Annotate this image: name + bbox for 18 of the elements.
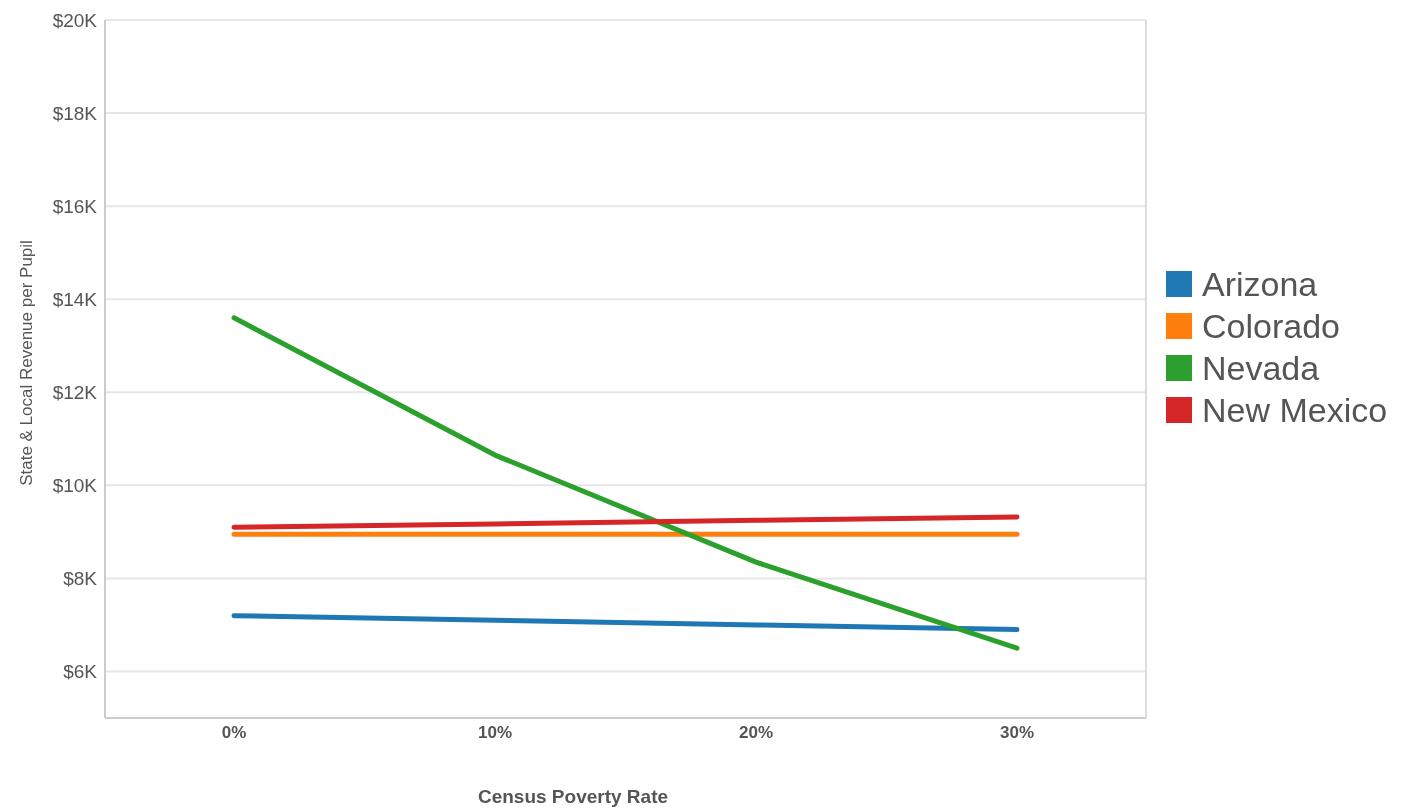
legend-label: New Mexico (1202, 390, 1388, 430)
y-tick-label: $8K (63, 568, 98, 590)
y-axis-title: State & Local Revenue per Pupil (17, 240, 37, 486)
x-tick-label: 0% (221, 723, 247, 743)
x-tick-label: 30% (999, 723, 1035, 743)
y-tick-label: $12K (52, 382, 98, 404)
y-tick-label: $10K (52, 475, 98, 497)
x-tick-label: 10% (477, 723, 513, 743)
y-tick-label: $16K (52, 195, 98, 217)
y-tick-label: $6K (63, 661, 98, 683)
x-axis-title: Census Poverty Rate (477, 786, 669, 808)
legend-label: Colorado (1202, 306, 1340, 346)
x-tick-label: 20% (738, 723, 774, 743)
y-tick-label: $18K (52, 102, 98, 124)
y-tick-label: $14K (52, 288, 98, 310)
legend-label: Nevada (1202, 348, 1320, 388)
legend-label: Arizona (1202, 264, 1318, 304)
y-tick-label: $20K (52, 9, 98, 31)
